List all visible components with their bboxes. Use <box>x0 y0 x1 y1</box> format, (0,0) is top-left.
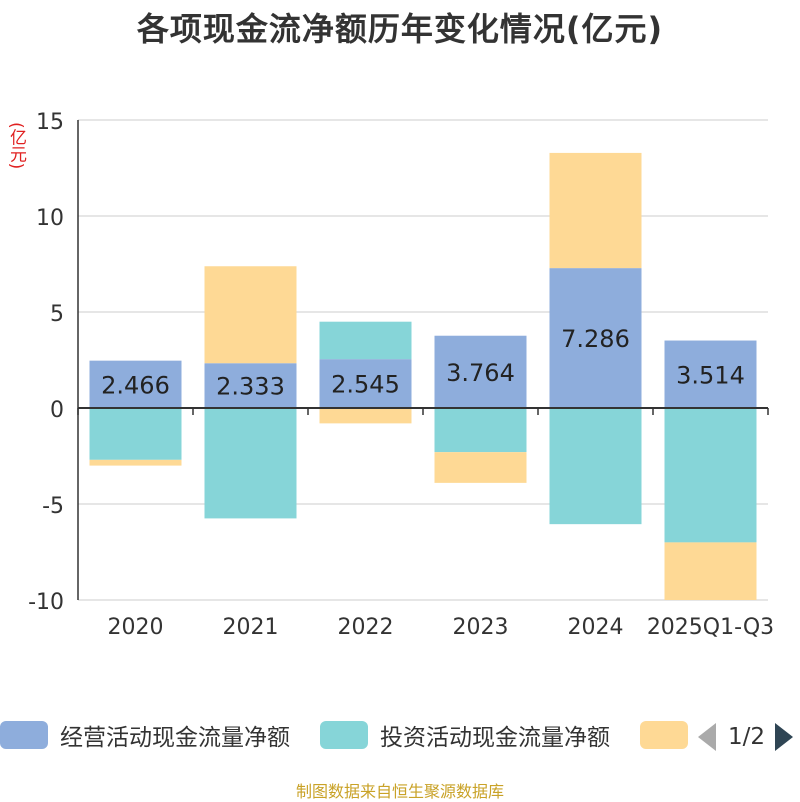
chart-plot-area: 15 10 5 0 -5 -10 2.466 2.333 2.545 3.764 7.286 3.51… <box>28 110 774 640</box>
x-tick-label: 2025Q1-Q3 <box>647 615 774 640</box>
data-label: 2.545 <box>331 371 400 399</box>
legend-prev-arrow-icon[interactable] <box>698 723 716 751</box>
bar-2024-series-1 <box>549 408 642 525</box>
data-label: 2.466 <box>101 371 170 399</box>
data-label: 7.286 <box>561 325 630 353</box>
bar-2023-series-1 <box>434 408 527 453</box>
chart-title: 各项现金流净额历年变化情况(亿元) <box>136 10 664 48</box>
legend-swatch-financing <box>640 721 688 749</box>
x-tick-label: 2020 <box>108 615 164 640</box>
bar-2023-series-2 <box>434 452 527 483</box>
legend-page-indicator: 1/2 <box>728 724 766 750</box>
bar-2021-series-0 <box>204 363 297 408</box>
bar-2025Q1-Q3-series-1 <box>664 408 757 543</box>
data-label: 2.333 <box>216 373 285 401</box>
legend-item-operating[interactable]: 经营活动现金流量净额 <box>0 718 290 752</box>
bar-2022-series-0 <box>319 359 412 408</box>
legend-next-arrow-icon[interactable] <box>775 723 794 751</box>
y-tick-label: -5 <box>42 494 64 519</box>
legend-swatch-investing <box>320 721 368 749</box>
bar-2021-series-2 <box>204 266 297 364</box>
y-tick-label: 10 <box>36 206 64 231</box>
bar-2022-series-2 <box>319 408 412 424</box>
source-note: 制图数据来自恒生聚源数据库 <box>295 782 504 801</box>
bar-2023-series-0 <box>434 335 527 408</box>
bar-2025Q1-Q3-series-2 <box>664 542 757 600</box>
data-label: 3.514 <box>676 361 745 389</box>
legend-label-investing: 投资活动现金流量净额 <box>380 725 610 751</box>
bar-2024-series-2 <box>549 152 642 269</box>
x-tick-label: 2024 <box>568 615 624 640</box>
y-tick-label: 15 <box>36 110 64 135</box>
x-tick-label: 2021 <box>223 615 279 640</box>
legend: 经营活动现金流量净额 投资活动现金流量净额 1/2 <box>0 712 800 758</box>
bar-2025Q1-Q3-series-0 <box>664 340 757 408</box>
bar-2020-series-0 <box>89 360 182 408</box>
legend-pager: 1/2 <box>698 722 794 752</box>
y-tick-label: -10 <box>28 590 64 615</box>
legend-swatch-operating <box>0 721 48 749</box>
y-tick-label: 5 <box>50 302 64 327</box>
bar-2024-series-0 <box>549 268 642 408</box>
legend-label-operating: 经营活动现金流量净额 <box>60 725 290 751</box>
legend-item-investing[interactable]: 投资活动现金流量净额 <box>320 718 610 752</box>
y-tick-label: 0 <box>50 398 64 423</box>
y-axis-unit-label: (亿元) <box>6 122 26 170</box>
x-tick-label: 2022 <box>338 615 394 640</box>
legend-item-financing[interactable] <box>640 718 700 752</box>
bar-2022-series-1 <box>319 321 412 360</box>
bar-2020-series-1 <box>89 408 182 460</box>
x-tick-label: 2023 <box>453 615 509 640</box>
bar-2021-series-1 <box>204 408 297 519</box>
bar-2020-series-2 <box>89 459 182 466</box>
data-label: 3.764 <box>446 359 515 387</box>
